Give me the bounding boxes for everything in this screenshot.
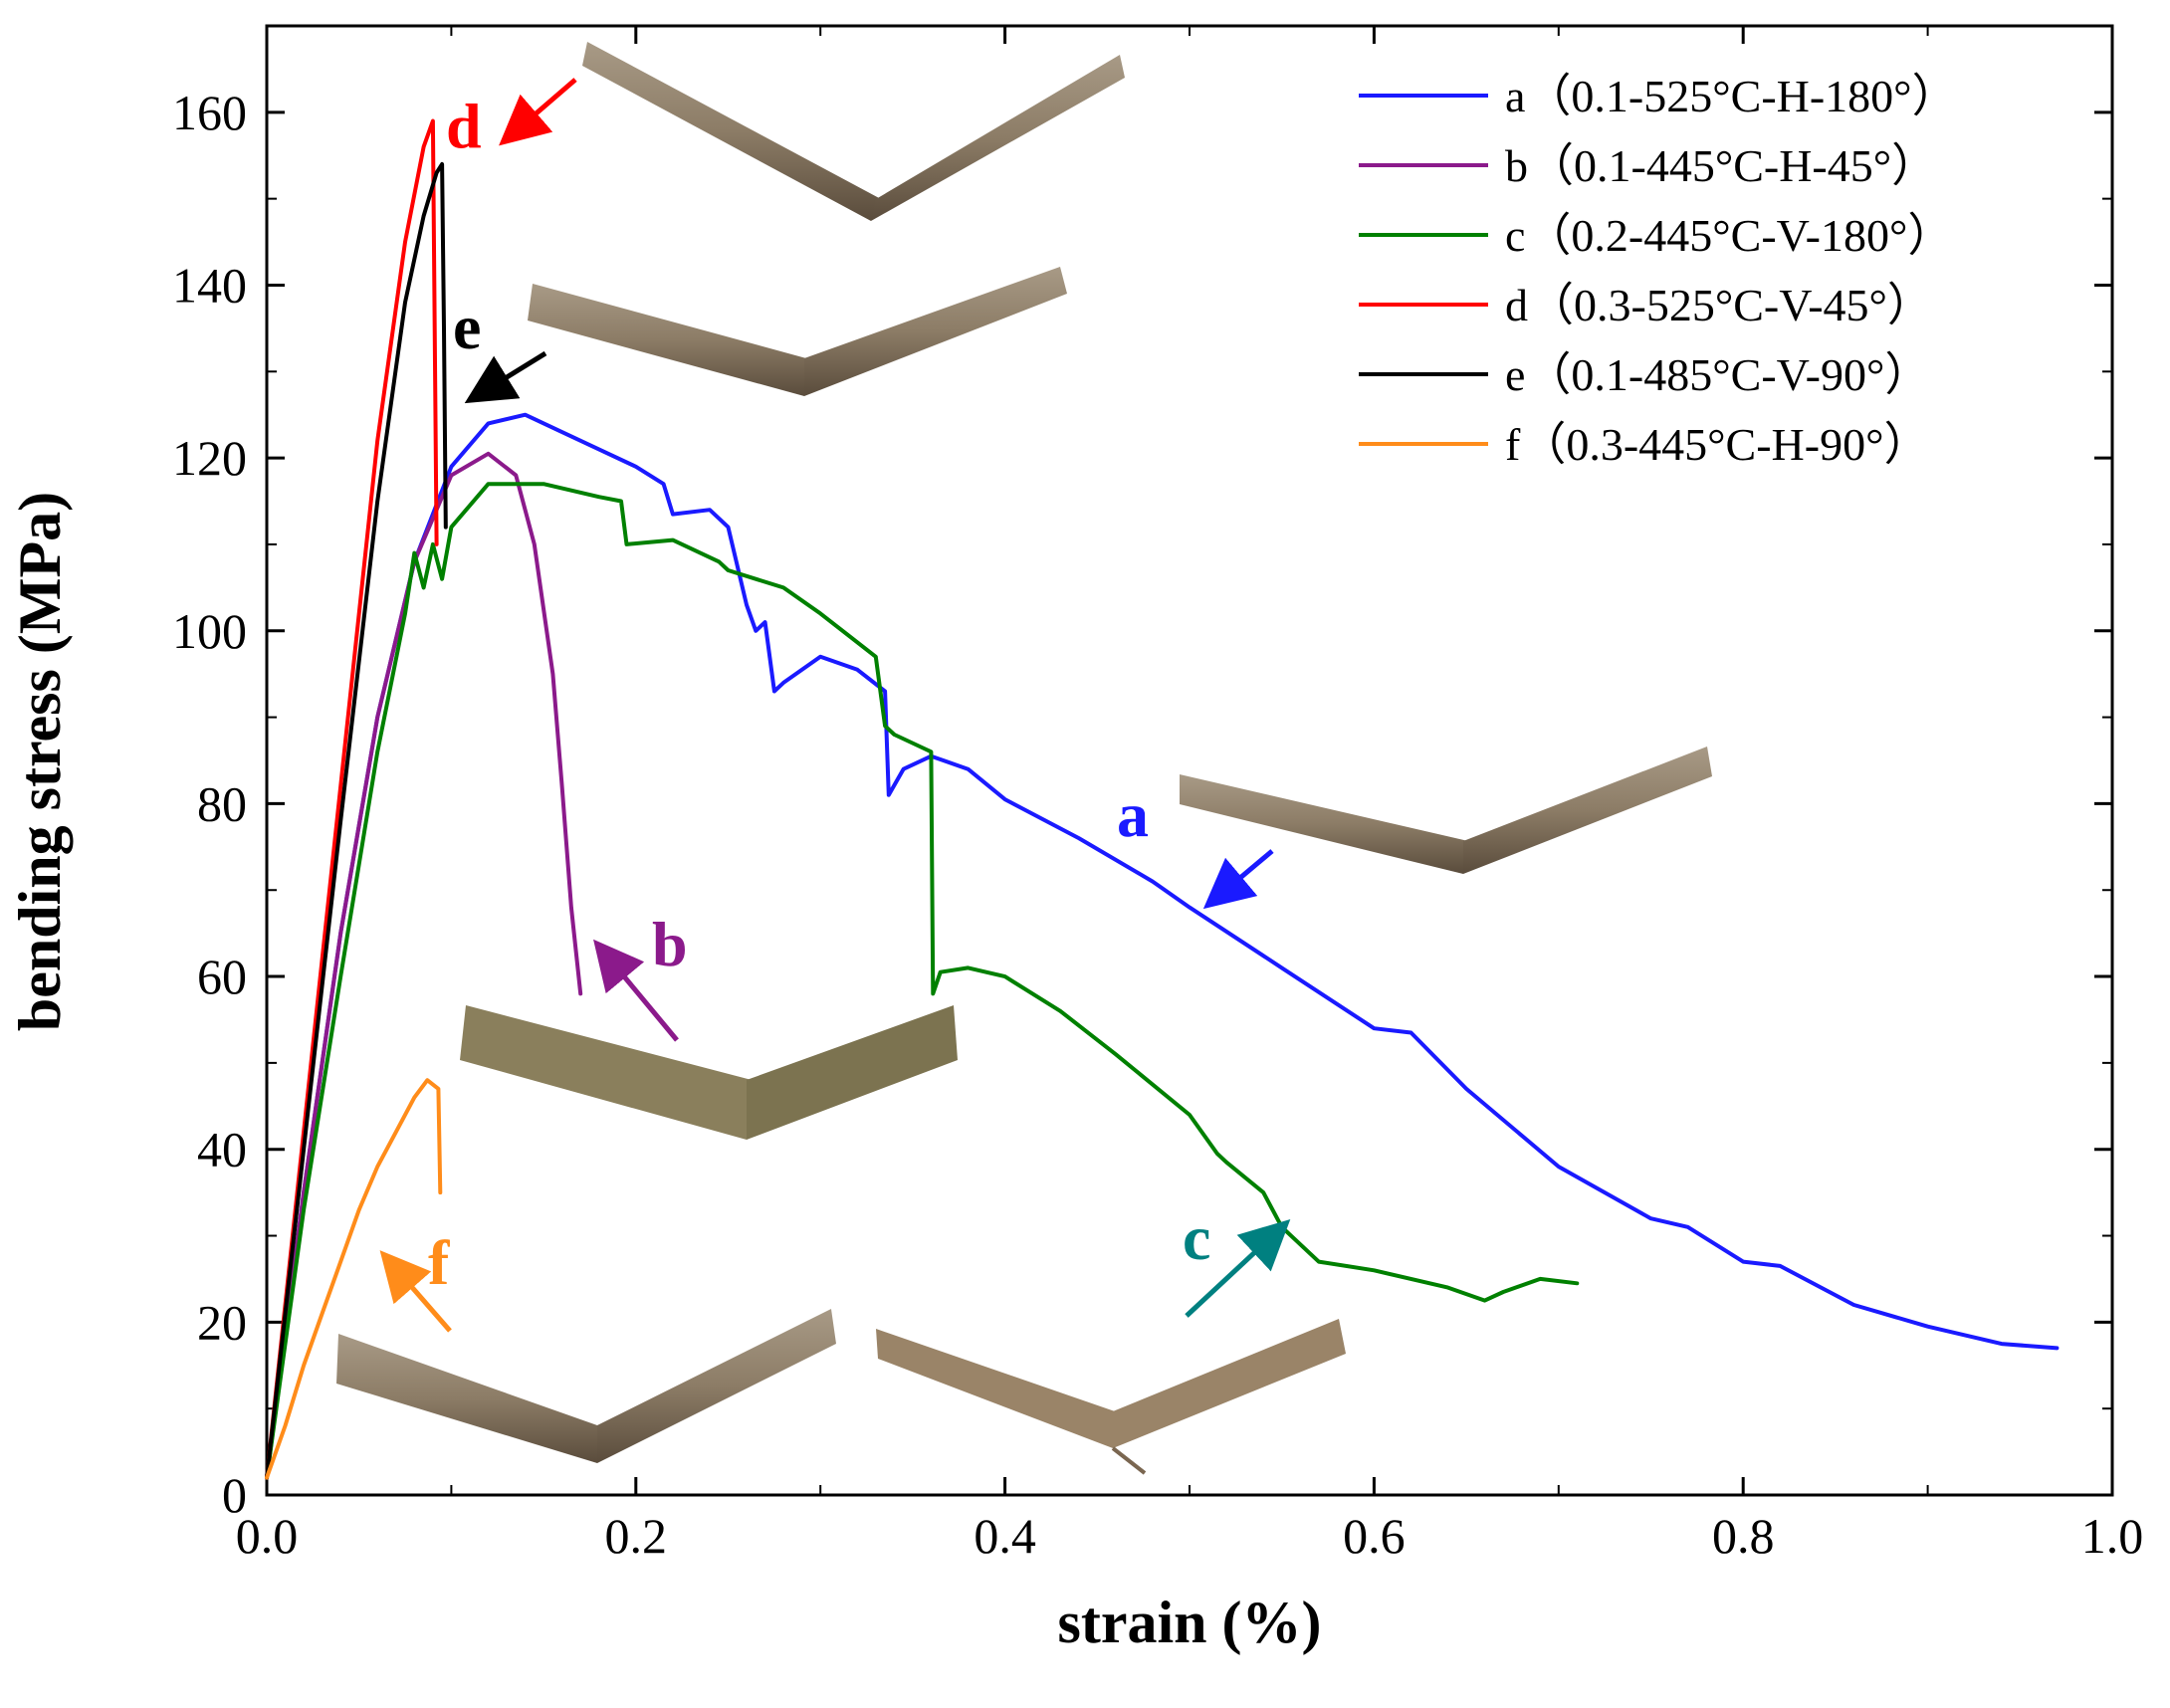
- x-tick-label: 0.8: [1712, 1508, 1775, 1564]
- x-tick-label: 1.0: [2081, 1508, 2144, 1564]
- arrow-e: [464, 350, 547, 404]
- y-tick-label: 140: [172, 257, 247, 313]
- sample-photos: [336, 42, 1712, 1475]
- sample-photo-e: [528, 267, 1067, 396]
- sample-photo-b: [460, 1005, 958, 1140]
- sample-photo-c: [876, 1319, 1346, 1475]
- label-e: e: [453, 292, 481, 362]
- arrow-b: [593, 939, 679, 1042]
- y-tick-label: 80: [197, 775, 247, 831]
- y-tick-label: 0: [222, 1467, 247, 1523]
- series-line-c: [265, 482, 1580, 1480]
- legend: a（0.1-525°C-H-180°） b（0.1-445°C-H-45°） c（0…: [1359, 71, 1958, 470]
- label-b: b: [652, 909, 688, 979]
- x-tick-label: 0.4: [974, 1508, 1036, 1564]
- x-tick-label: 0.6: [1343, 1508, 1406, 1564]
- arrow-d: [499, 78, 577, 146]
- series-line-f: [265, 1078, 443, 1480]
- legend-label-a: a（0.1-525°C-H-180°）: [1505, 71, 1958, 121]
- sample-photo-d: [582, 42, 1125, 221]
- series-line-b: [265, 451, 583, 1480]
- y-axis-title: bending stress (MPa): [7, 492, 73, 1031]
- series-line-e: [265, 161, 448, 1480]
- legend-label-d: d（0.3-525°C-V-45°）: [1505, 280, 1933, 330]
- arrow-f: [379, 1250, 452, 1333]
- legend-label-b: b（0.1-445°C-H-45°）: [1505, 140, 1937, 191]
- y-tick-label: 20: [197, 1294, 247, 1350]
- y-tick-label: 120: [172, 430, 247, 486]
- curve-labels: d e a b f c: [428, 91, 1210, 1298]
- y-tick-label: 40: [197, 1122, 247, 1177]
- y-axis-ticks: 0 20 40 60 80 100 120 140 160: [172, 85, 2112, 1523]
- series-line-a: [265, 412, 2060, 1480]
- label-c: c: [1183, 1202, 1210, 1273]
- x-tick-label: 0.2: [605, 1508, 668, 1564]
- legend-label-c: c（0.2-445°C-V-180°）: [1505, 210, 1953, 261]
- label-a: a: [1117, 779, 1149, 850]
- x-axis-ticks: 0.0 0.2 0.4 0.6 0.8 1.0: [236, 26, 2144, 1564]
- x-tick-label: 0.0: [236, 1508, 299, 1564]
- legend-label-e: e（0.1-485°C-V-90°）: [1505, 349, 1930, 400]
- x-axis-title: strain (%): [1058, 1590, 1322, 1655]
- arrow-c: [1185, 1218, 1291, 1318]
- series-line-d: [265, 118, 439, 1480]
- sample-photo-f: [336, 1309, 836, 1463]
- y-tick-label: 100: [172, 603, 247, 659]
- annotation-arrows: [379, 78, 1291, 1333]
- arrow-a: [1202, 849, 1274, 910]
- legend-label-f: f（0.3-445°C-H-90°）: [1505, 419, 1929, 470]
- y-tick-label: 60: [197, 949, 247, 1004]
- y-tick-label: 160: [172, 85, 247, 140]
- axes: 0.0 0.2 0.4 0.6 0.8 1.0 0 20 40 60 80 100 120 140 160…: [7, 24, 2144, 1655]
- sample-photo-a: [1180, 747, 1712, 874]
- label-d: d: [446, 91, 482, 161]
- label-f: f: [428, 1227, 450, 1298]
